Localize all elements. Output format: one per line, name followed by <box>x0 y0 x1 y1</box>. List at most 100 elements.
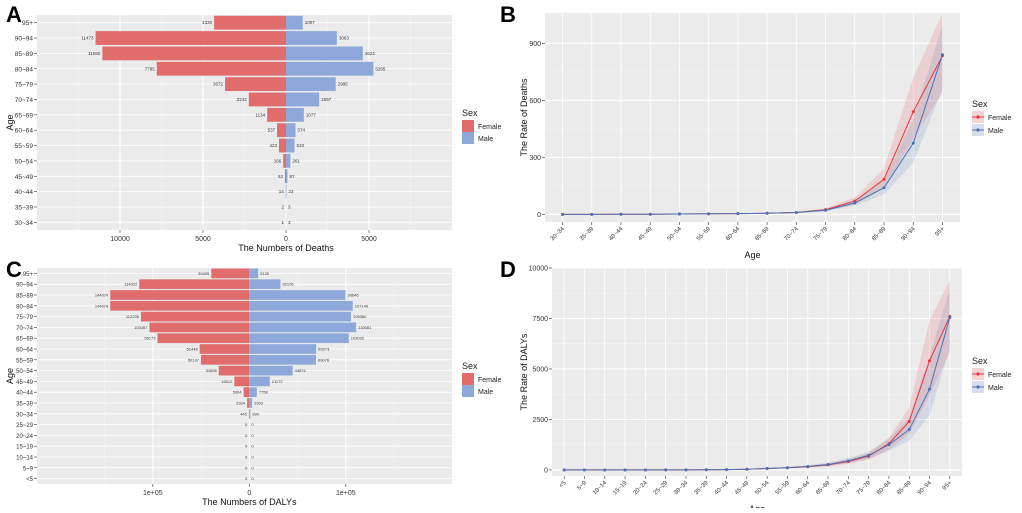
bar-female-c <box>200 344 250 354</box>
data-point-male-d <box>806 465 809 468</box>
x-tick-label-d: 95+ <box>942 480 954 492</box>
bar-female-c <box>157 333 249 343</box>
data-point-male-d <box>624 468 627 471</box>
data-label-male-c: 9126 <box>260 271 270 276</box>
y-tick-label-a: 55~59 <box>15 143 34 150</box>
data-label-female-c: 39405 <box>198 271 210 276</box>
y-tick-label-c: 35~39 <box>16 402 34 408</box>
y-tick-label-c: 15~19 <box>16 445 34 451</box>
data-point-male-d <box>664 468 667 471</box>
x-tick-label-c: 1e+05 <box>336 490 356 497</box>
data-point-male-d <box>766 467 769 470</box>
data-point-male-b <box>766 212 769 215</box>
data-point-male-d <box>786 466 789 469</box>
data-label-male-c: 99646 <box>347 293 359 298</box>
data-label-female-c: 15512 <box>221 379 233 384</box>
y-tick-label-c: 10~14 <box>16 456 34 462</box>
data-label-male-a: 510 <box>296 143 304 148</box>
y-tick-label-c: 50~54 <box>16 369 34 375</box>
data-point-male-d <box>948 316 951 319</box>
data-point-male-b <box>853 202 856 205</box>
data-label-female-c: 445 <box>240 411 247 416</box>
y-tick-label-d: 0 <box>544 467 548 474</box>
legend-b-female-label: Female <box>988 115 1011 122</box>
data-label-female-c: 103457 <box>134 325 148 330</box>
data-label-female-c: 50137 <box>188 357 200 362</box>
bar-female-a <box>249 93 286 107</box>
x-tick-label-b: 60~64 <box>725 226 742 243</box>
data-point-male-b <box>590 213 593 216</box>
data-label-female-c: 112296 <box>126 314 140 319</box>
y-tick-label-c: 75~79 <box>16 315 34 321</box>
data-point-male-d <box>644 468 647 471</box>
y-tick-label-a: 35~39 <box>15 204 34 211</box>
y-tick-label-a: 70~74 <box>15 97 34 104</box>
data-label-male-c: 44876 <box>295 368 307 373</box>
legend-a-female-key <box>462 120 474 132</box>
bar-male-c <box>249 409 250 419</box>
legend-c-female-key <box>462 373 474 385</box>
y-axis-title-a: Age <box>5 114 15 130</box>
x-tick-label-b: 85~89 <box>871 226 888 243</box>
x-tick-label-d: 40~44 <box>714 480 731 497</box>
bar-female-a <box>279 139 286 153</box>
legend-c: Sex Female Male <box>462 361 501 397</box>
data-point-male-d <box>827 463 830 466</box>
x-tick-label-b: 45~49 <box>637 226 654 243</box>
panel-label-d: D <box>500 257 516 282</box>
bar-female-a <box>157 62 286 76</box>
data-point-female-d <box>928 359 931 362</box>
legend-c-male-label: Male <box>478 389 493 396</box>
data-label-female-c: 31698 <box>206 368 218 373</box>
panel-label-b: B <box>500 2 516 27</box>
data-point-male-b <box>795 211 798 214</box>
data-label-female-c: 144079 <box>95 303 109 308</box>
bar-female-c <box>247 398 249 408</box>
y-tick-label-d: 5000 <box>532 366 548 373</box>
data-label-male-a: 1077 <box>306 112 317 117</box>
x-tick-label-d: 5~9 <box>576 480 588 492</box>
data-point-female-d <box>908 420 911 423</box>
x-tick-label-a: 5000 <box>361 236 377 243</box>
data-label-female-c: 95173 <box>144 336 156 341</box>
x-tick-label-d: 30~34 <box>673 480 690 497</box>
x-axis-title-a: The Numbers of Deaths <box>238 243 334 253</box>
x-tick-label-d: 90~94 <box>917 480 934 497</box>
y-tick-label-c: <5 <box>26 477 34 483</box>
bar-male-c <box>249 355 316 365</box>
data-label-male-c: 21172 <box>272 379 284 384</box>
data-point-female-b <box>883 178 886 181</box>
x-axis-title-b: Age <box>744 250 760 260</box>
bar-male-a <box>286 169 287 183</box>
y-tick-label-a: 50~54 <box>15 158 34 165</box>
data-label-male-a: 3063 <box>339 36 350 41</box>
data-label-female-c: 2324 <box>236 401 246 406</box>
x-tick-label-d: 55~59 <box>775 480 792 497</box>
data-label-male-a: 87 <box>289 174 295 179</box>
data-point-male-b <box>736 212 739 215</box>
legend-b-female-dot <box>976 115 979 118</box>
bar-female-c <box>201 355 249 365</box>
data-label-female-a: 7785 <box>145 66 156 71</box>
y-tick-label-c: 40~44 <box>16 391 34 397</box>
data-point-male-d <box>725 468 728 471</box>
data-point-male-d <box>705 468 708 471</box>
bar-female-a <box>96 31 286 45</box>
y-tick-label-c: 95+ <box>23 272 34 278</box>
legend-d-female-label: Female <box>988 372 1011 379</box>
bar-male-c <box>249 366 292 376</box>
x-tick-label-b: 55~59 <box>696 226 713 243</box>
bar-male-c <box>249 377 269 387</box>
legend-c-male-key <box>462 385 474 397</box>
data-label-female-a: 1134 <box>255 112 265 117</box>
data-point-male-b <box>824 209 827 212</box>
bar-male-c <box>249 323 356 333</box>
x-tick-label-d: 35~39 <box>694 480 711 497</box>
bar-female-c <box>149 323 249 333</box>
x-tick-label-d: 65~69 <box>815 480 832 497</box>
data-label-male-a: 2995 <box>338 82 349 87</box>
data-label-male-a: 1997 <box>321 97 332 102</box>
